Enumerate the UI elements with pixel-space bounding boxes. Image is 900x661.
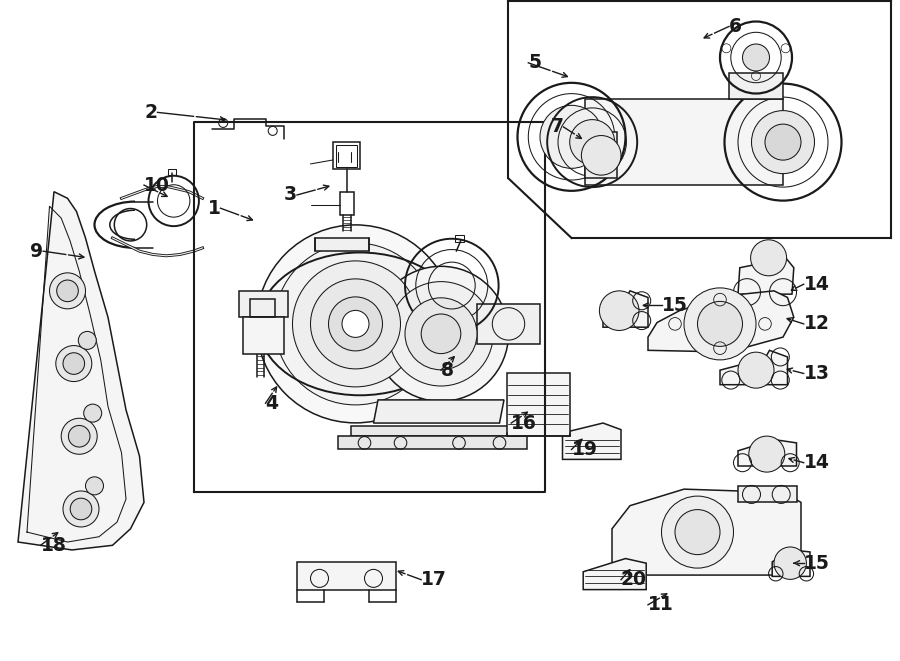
Bar bbox=[729, 73, 783, 99]
Bar bbox=[250, 299, 275, 317]
Circle shape bbox=[662, 496, 734, 568]
Text: 7: 7 bbox=[551, 118, 563, 136]
Circle shape bbox=[675, 510, 720, 555]
Circle shape bbox=[749, 436, 785, 472]
Text: 17: 17 bbox=[421, 570, 447, 589]
Text: 10: 10 bbox=[144, 176, 170, 194]
Circle shape bbox=[742, 44, 770, 71]
Circle shape bbox=[698, 301, 742, 346]
Circle shape bbox=[751, 240, 787, 276]
Circle shape bbox=[328, 297, 382, 351]
Circle shape bbox=[310, 279, 400, 369]
Circle shape bbox=[84, 404, 102, 422]
Bar bbox=[585, 132, 616, 178]
Text: 9: 9 bbox=[30, 242, 43, 260]
Circle shape bbox=[405, 298, 477, 369]
Polygon shape bbox=[351, 426, 508, 436]
Circle shape bbox=[86, 477, 104, 495]
Bar bbox=[340, 192, 354, 215]
Text: 13: 13 bbox=[804, 364, 830, 383]
Circle shape bbox=[292, 261, 418, 387]
Polygon shape bbox=[583, 559, 646, 590]
Bar bbox=[333, 142, 360, 169]
Circle shape bbox=[374, 266, 508, 401]
Bar bbox=[455, 235, 464, 242]
Circle shape bbox=[752, 110, 814, 174]
Bar bbox=[336, 145, 357, 167]
Circle shape bbox=[256, 225, 454, 423]
Bar bbox=[507, 373, 570, 436]
Text: 5: 5 bbox=[528, 54, 541, 72]
Polygon shape bbox=[477, 304, 540, 344]
Circle shape bbox=[540, 105, 603, 169]
Polygon shape bbox=[612, 489, 801, 575]
Circle shape bbox=[63, 353, 85, 374]
Text: 8: 8 bbox=[441, 361, 454, 379]
Text: 15: 15 bbox=[804, 554, 830, 572]
Polygon shape bbox=[720, 350, 788, 385]
Text: 4: 4 bbox=[266, 394, 278, 412]
Text: 2: 2 bbox=[145, 103, 158, 122]
Circle shape bbox=[63, 491, 99, 527]
Text: 3: 3 bbox=[284, 186, 297, 204]
Bar bbox=[243, 317, 284, 354]
Circle shape bbox=[570, 120, 615, 165]
Text: 12: 12 bbox=[804, 315, 830, 333]
Circle shape bbox=[599, 291, 639, 330]
Polygon shape bbox=[585, 99, 783, 185]
Text: 1: 1 bbox=[208, 199, 220, 217]
Bar bbox=[168, 169, 176, 175]
Polygon shape bbox=[603, 291, 648, 327]
Text: 16: 16 bbox=[511, 414, 537, 432]
Circle shape bbox=[61, 418, 97, 454]
Polygon shape bbox=[315, 238, 369, 251]
Text: 20: 20 bbox=[621, 570, 647, 589]
Text: 19: 19 bbox=[572, 440, 598, 459]
Text: 11: 11 bbox=[648, 596, 674, 614]
Circle shape bbox=[57, 280, 78, 301]
Circle shape bbox=[68, 426, 90, 447]
Polygon shape bbox=[648, 291, 794, 352]
Polygon shape bbox=[772, 550, 810, 576]
Circle shape bbox=[421, 314, 461, 354]
Circle shape bbox=[50, 273, 86, 309]
Circle shape bbox=[774, 547, 806, 580]
Text: 18: 18 bbox=[40, 536, 67, 555]
Text: 6: 6 bbox=[729, 17, 742, 36]
Text: 15: 15 bbox=[662, 296, 688, 315]
Circle shape bbox=[56, 346, 92, 381]
Polygon shape bbox=[738, 254, 794, 294]
Text: 14: 14 bbox=[804, 275, 830, 293]
Polygon shape bbox=[374, 400, 504, 423]
Polygon shape bbox=[18, 192, 144, 550]
Circle shape bbox=[70, 498, 92, 520]
Circle shape bbox=[738, 352, 774, 388]
Circle shape bbox=[274, 243, 436, 405]
Circle shape bbox=[765, 124, 801, 160]
Text: 14: 14 bbox=[804, 453, 830, 472]
Bar bbox=[297, 562, 396, 590]
Circle shape bbox=[684, 288, 756, 360]
Polygon shape bbox=[738, 440, 796, 466]
Circle shape bbox=[78, 331, 96, 350]
Polygon shape bbox=[338, 436, 526, 449]
Polygon shape bbox=[238, 291, 288, 317]
Polygon shape bbox=[738, 486, 796, 502]
Polygon shape bbox=[562, 423, 621, 459]
Circle shape bbox=[342, 311, 369, 337]
Circle shape bbox=[389, 282, 493, 386]
Circle shape bbox=[581, 136, 621, 175]
